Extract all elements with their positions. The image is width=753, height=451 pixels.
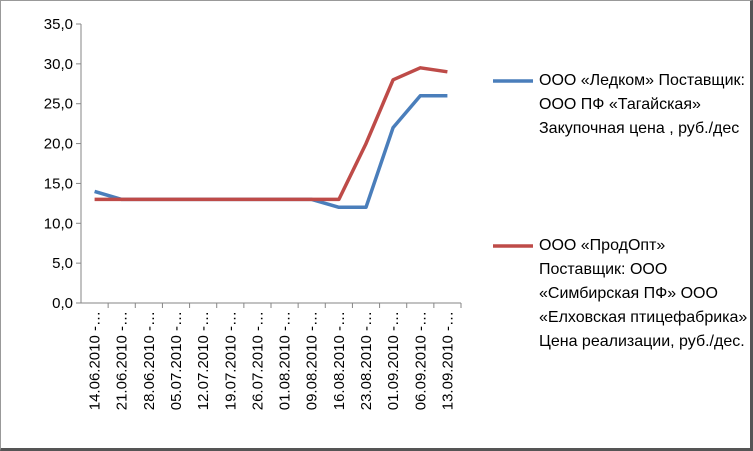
x-tick-label: 05.07.2010 -… [168,311,185,410]
series-line [94,66,448,202]
y-tick-label: 5,0 [52,255,73,272]
legend-label: ООО «Ледком» Поставщик: ООО ПФ «Тагайска… [539,72,745,137]
x-tick-label: 19.07.2010 -… [222,311,239,410]
x-tick-label: 01.09.2010 -… [385,311,402,410]
y-tick-label: 30,0 [44,56,73,73]
x-tick-label: 16.08.2010 -… [331,311,348,410]
x-tick-label: 06.09.2010 -… [412,311,429,410]
y-tick-label: 20,0 [44,136,73,153]
y-tick-label: 10,0 [44,215,73,232]
y-tick-label: 35,0 [44,16,73,33]
series-line [94,93,448,210]
y-tick-label: 15,0 [44,175,73,192]
x-tick-label: 01.08.2010 -… [277,311,294,410]
x-tick-label: 21.06.2010 -… [114,311,131,410]
y-tick-label: 0,0 [52,295,73,312]
x-tick-label: 14.06.2010 -… [87,311,104,410]
x-tick-label: 28.06.2010 -… [141,311,158,410]
x-tick-label: 12.07.2010 -… [195,311,212,410]
legend-label: ООО «ПродОпт» Поставщик: ООО «Симбирская… [539,237,748,350]
x-tick-label: 13.09.2010 -… [439,311,456,410]
x-tick-label: 26.07.2010 -… [249,311,266,410]
x-tick-label: 09.08.2010 -… [304,311,321,410]
y-tick-label: 25,0 [44,96,73,113]
x-tick-label: 23.08.2010 -… [358,311,375,410]
